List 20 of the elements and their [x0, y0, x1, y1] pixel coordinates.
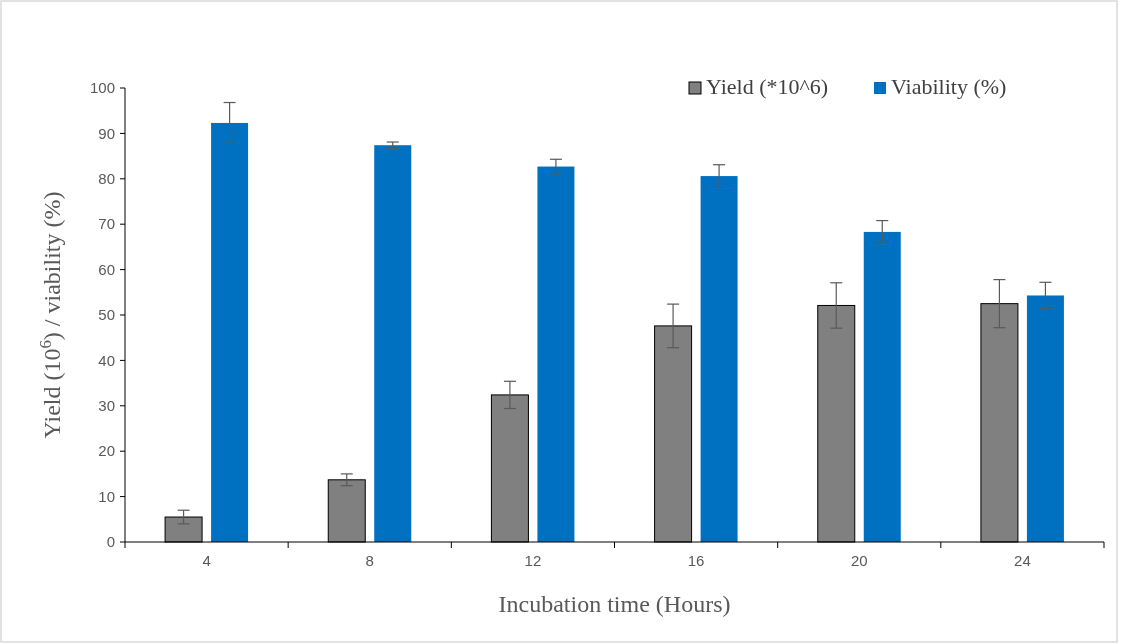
x-tick-label: 16 [687, 552, 705, 569]
y-tick-label: 100 [89, 79, 115, 97]
legend-label: Viability (%) [891, 74, 1007, 99]
y-tick-label: 10 [98, 487, 115, 505]
y-tick-label: 0 [106, 533, 115, 551]
x-tick-label: 24 [1014, 552, 1031, 569]
y-tick-label: 70 [98, 215, 115, 233]
x-axis-title: Incubation time (Hours) [498, 591, 731, 617]
x-tick-label: 20 [850, 552, 868, 569]
x-tick-label: 12 [524, 552, 542, 569]
x-tick-label: 4 [202, 552, 211, 569]
y-tick-label: 30 [98, 397, 115, 415]
y-tick-label: 90 [98, 124, 115, 142]
x-tick-label: 8 [365, 552, 374, 569]
y-tick-label: 20 [98, 442, 115, 460]
y-tick-label: 80 [98, 170, 115, 188]
y-tick-label: 50 [98, 306, 115, 324]
y-tick-label: 60 [98, 260, 115, 278]
y-tick-label: 40 [98, 351, 115, 369]
legend-label: Yield (*10^6) [706, 74, 829, 99]
